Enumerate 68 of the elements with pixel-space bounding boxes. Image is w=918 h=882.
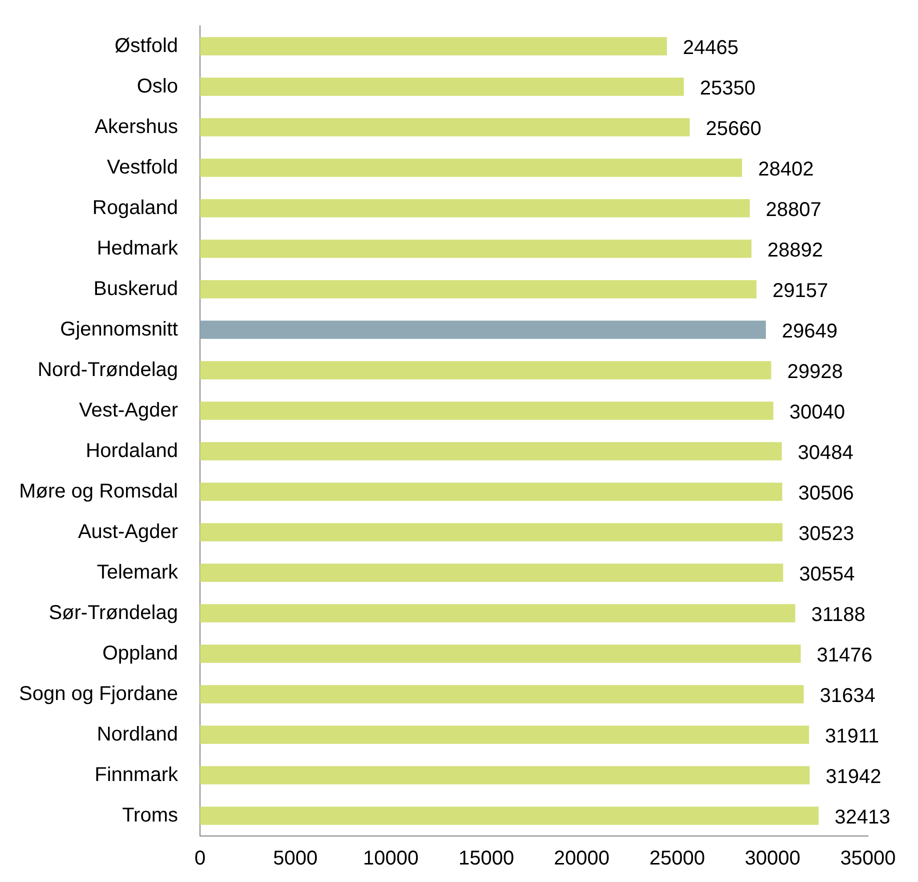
data-label: 25350: [700, 77, 756, 100]
bar: [200, 37, 667, 56]
y-tick-label: Rogaland: [92, 196, 178, 219]
data-label: 30554: [799, 563, 855, 586]
x-tick-label: 10000: [363, 848, 419, 870]
y-tick-label: Vest-Agder: [79, 399, 178, 422]
data-label: 31942: [826, 766, 882, 788]
data-label: 30040: [789, 401, 845, 424]
bar: [200, 280, 756, 298]
y-tick-label: Telemark: [96, 561, 179, 584]
bar: [200, 726, 810, 744]
bar: [200, 482, 782, 501]
y-tick-label: Oslo: [136, 75, 178, 98]
data-label: 24465: [682, 36, 739, 59]
x-tick-label: 0: [194, 848, 206, 870]
data-label: 29649: [782, 320, 838, 342]
bar: [200, 240, 752, 258]
bar: [200, 361, 772, 380]
data-label: 30523: [798, 522, 854, 545]
data-label: 32413: [834, 806, 890, 828]
y-tick-label: Vestfold: [106, 156, 178, 178]
bar: [200, 564, 784, 582]
bar: [200, 685, 804, 704]
y-tick-label: Sør-Trøndelag: [48, 602, 178, 624]
data-label: 31476: [816, 644, 872, 666]
y-tick-label: Finnmark: [94, 764, 179, 786]
data-label: 25660: [706, 118, 762, 140]
data-label: 28402: [758, 158, 814, 180]
y-tick-label: Sogn og Fjordane: [18, 682, 178, 705]
data-label: 30484: [798, 442, 854, 464]
data-label: 28892: [767, 239, 824, 262]
y-tick-label: Østfold: [114, 34, 178, 57]
x-tick-label: 35000: [840, 848, 896, 870]
bar: [200, 199, 750, 218]
x-tick-label: 25000: [649, 848, 705, 870]
data-label: 29928: [787, 360, 843, 383]
x-tick-label: 30000: [744, 848, 800, 870]
data-label: 28807: [766, 198, 822, 221]
bar: [200, 523, 783, 542]
x-tick-label: 20000: [554, 848, 610, 870]
bar: [200, 118, 690, 136]
data-label: 31634: [820, 684, 876, 707]
y-tick-label: Hordaland: [86, 440, 178, 462]
y-tick-label: Nord-Trøndelag: [38, 358, 178, 381]
bar: [200, 644, 801, 663]
data-label: 29157: [772, 280, 828, 302]
y-tick-label: Nordland: [96, 723, 178, 746]
y-tick-label: Troms: [122, 804, 178, 826]
bar: [200, 806, 819, 825]
bar: [200, 766, 810, 784]
data-label: 31911: [825, 725, 880, 748]
bar: [200, 442, 782, 460]
bar: [200, 604, 796, 622]
bar: [200, 402, 774, 420]
bar: [200, 158, 742, 177]
y-tick-label: Akershus: [94, 116, 178, 138]
y-tick-label: Buskerud: [94, 278, 178, 300]
x-tick-label: 15000: [458, 848, 514, 870]
bar: [200, 320, 766, 339]
data-label: 31188: [811, 604, 866, 626]
bar: [200, 78, 684, 96]
x-tick-label: 5000: [273, 848, 318, 870]
y-tick-label: Møre og Romsdal: [19, 480, 178, 502]
y-tick-label: Hedmark: [96, 237, 179, 260]
y-tick-label: Oppland: [102, 642, 178, 664]
y-tick-label: Aust-Agder: [78, 520, 178, 543]
y-tick-label: Gjennomsnitt: [60, 318, 178, 340]
data-label: 30506: [798, 482, 854, 504]
